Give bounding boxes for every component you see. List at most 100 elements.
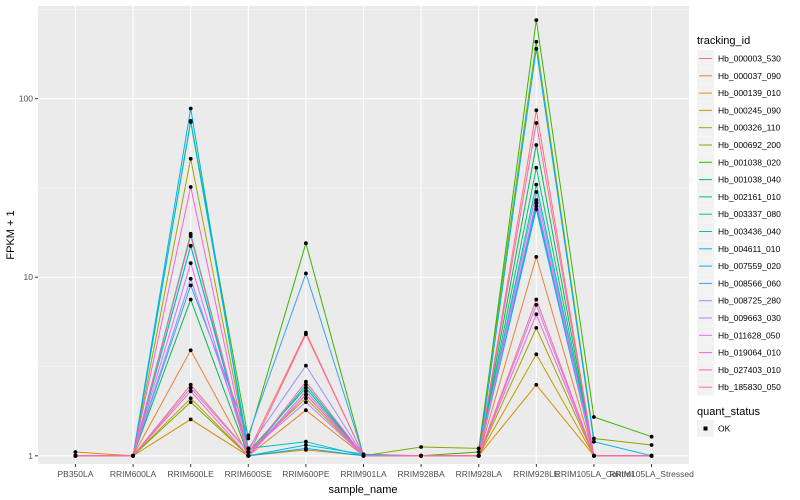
legend-label-9: Hb_003337_080 bbox=[718, 209, 781, 219]
x-tick-label-2: RRIM600LE bbox=[168, 469, 215, 479]
legend-label-3: Hb_000245_090 bbox=[718, 105, 781, 115]
data-point-Hb_000692_200-10 bbox=[649, 443, 654, 447]
data-point-Hb_008566_060-3 bbox=[246, 433, 251, 438]
data-point-Hb_000037_090-4 bbox=[304, 408, 308, 413]
data-point-Hb_000037_090-8 bbox=[534, 255, 539, 259]
data-point-Hb_000692_200-7 bbox=[476, 446, 481, 451]
legend-tracking-id: tracking_id Hb_000003_530 Hb_000037_090 Hb… bbox=[697, 35, 781, 396]
data-point-Hb_007559_020-9 bbox=[592, 439, 596, 444]
data-point-Hb_003337_080-8 bbox=[534, 182, 539, 187]
data-point-Hb_019064_010-2 bbox=[188, 185, 193, 189]
data-point-Hb_185830_050-1 bbox=[131, 453, 136, 458]
data-point-Hb_007559_020-2 bbox=[188, 106, 193, 111]
y-tick-label-1: 10 bbox=[24, 272, 34, 282]
data-point-Hb_001038_040-8 bbox=[534, 143, 539, 147]
data-point-Hb_185830_050-10 bbox=[649, 453, 654, 458]
legend-label-15: Hb_009663_030 bbox=[718, 313, 781, 323]
data-point-Hb_000245_090-2 bbox=[188, 396, 193, 401]
data-point-Hb_011628_050-8 bbox=[534, 198, 539, 203]
data-point-Hb_004611_010-2 bbox=[188, 243, 193, 248]
x-tick-label-6: RRIM928BA bbox=[397, 469, 445, 479]
legend-label-8: Hb_002161_010 bbox=[718, 192, 781, 202]
data-point-Hb_000692_200-8 bbox=[534, 39, 539, 44]
data-point-Hb_002161_010-8 bbox=[534, 165, 539, 170]
data-point-Hb_019064_010-4 bbox=[304, 392, 308, 397]
legend-label-14: Hb_008725_280 bbox=[718, 296, 781, 306]
data-point-Hb_185830_050-6 bbox=[419, 453, 423, 458]
data-point-Hb_000326_110-8 bbox=[534, 326, 539, 330]
data-point-Hb_000692_200-9 bbox=[592, 436, 596, 441]
data-point-Hb_000003_530-2 bbox=[188, 382, 193, 387]
data-point-Hb_011628_050-2 bbox=[188, 261, 193, 265]
data-point-Hb_000139_010-8 bbox=[534, 382, 539, 387]
legend-label-13: Hb_008566_060 bbox=[718, 278, 781, 288]
legend-label-12: Hb_007559_020 bbox=[718, 261, 781, 271]
legend-label-2: Hb_000139_010 bbox=[718, 88, 781, 98]
x-tick-label-1: RRIM600LA bbox=[110, 469, 157, 479]
y-axis: 1 10 100 bbox=[19, 94, 38, 461]
data-point-Hb_000326_110-4 bbox=[304, 396, 308, 401]
data-point-Hb_002161_010-4 bbox=[304, 386, 308, 390]
data-point-Hb_001038_020-3 bbox=[246, 436, 251, 441]
y-tick-label-2: 100 bbox=[19, 94, 33, 104]
x-tick-label-7: RRIM928LA bbox=[456, 469, 503, 479]
data-point-Hb_185830_050-8 bbox=[534, 297, 539, 302]
data-point-Hb_003337_080-4 bbox=[304, 382, 308, 387]
x-tick-label-9: RRIM105LA_Control bbox=[555, 469, 634, 479]
legend-label-16: Hb_011628_050 bbox=[718, 330, 781, 340]
data-point-Hb_027403_010-2 bbox=[188, 389, 193, 394]
data-point-Hb_008566_060-4 bbox=[304, 271, 308, 276]
data-point-Hb_009663_030-4 bbox=[304, 400, 308, 404]
legend2-key-point-0 bbox=[703, 426, 708, 431]
data-point-Hb_027403_010-8 bbox=[534, 121, 539, 125]
data-point-Hb_003436_040-8 bbox=[534, 204, 539, 209]
data-point-Hb_001038_020-4 bbox=[304, 241, 308, 246]
data-point-Hb_009663_030-8 bbox=[534, 303, 539, 307]
data-point-Hb_000003_530-8 bbox=[534, 108, 539, 113]
legend2-title: quant_status bbox=[697, 406, 760, 418]
x-tick-label-10: RRIM105LA_Stressed bbox=[609, 469, 694, 479]
x-axis: PB350LA RRIM600LA RRIM600LE RRIM600SE RRIM60… bbox=[57, 464, 694, 479]
y-axis-title: FPKM + 1 bbox=[5, 210, 17, 259]
data-point-Hb_000326_110-2 bbox=[188, 156, 193, 161]
legend-label-10: Hb_003436_040 bbox=[718, 227, 781, 237]
data-point-Hb_008725_280-4 bbox=[304, 363, 308, 368]
data-point-Hb_185830_050-4 bbox=[304, 332, 308, 337]
data-point-Hb_185830_050-0 bbox=[73, 453, 78, 458]
legend-quant-status: quant_status OK bbox=[697, 406, 760, 437]
data-point-Hb_009663_030-3 bbox=[246, 450, 251, 454]
data-point-Hb_027403_010-4 bbox=[304, 379, 308, 384]
legend-label-4: Hb_000326_110 bbox=[718, 123, 781, 133]
legend-label-5: Hb_000692_200 bbox=[718, 140, 781, 150]
data-point-Hb_019064_010-8 bbox=[534, 312, 539, 317]
data-point-Hb_008566_060-2 bbox=[188, 283, 193, 288]
x-axis-title: sample_name bbox=[328, 484, 397, 496]
data-point-Hb_001038_020-9 bbox=[592, 415, 596, 419]
data-point-Hb_001038_020-10 bbox=[649, 434, 654, 439]
data-point-Hb_007559_020-4 bbox=[304, 446, 308, 451]
legend-label-17: Hb_019064_010 bbox=[718, 348, 781, 358]
data-point-Hb_008725_280-2 bbox=[188, 276, 193, 281]
x-tick-label-0: PB350LA bbox=[57, 469, 93, 479]
data-point-Hb_185830_050-5 bbox=[361, 453, 366, 458]
x-tick-label-5: RRIM901LA bbox=[340, 469, 387, 479]
data-point-Hb_000139_010-0 bbox=[73, 450, 78, 454]
data-point-Hb_007559_020-8 bbox=[534, 46, 539, 51]
data-point-Hb_000692_200-6 bbox=[419, 445, 423, 449]
data-point-Hb_008725_280-3 bbox=[246, 446, 251, 451]
legend-label-7: Hb_001038_040 bbox=[718, 175, 781, 185]
data-point-Hb_009663_030-2 bbox=[188, 386, 193, 390]
series-points bbox=[73, 18, 654, 458]
x-tick-label-8: RRIM928LE bbox=[513, 469, 560, 479]
data-point-Hb_185830_050-3 bbox=[246, 453, 251, 458]
y-tick-label-0: 1 bbox=[28, 451, 33, 461]
x-tick-label-4: RRIM600PE bbox=[282, 469, 330, 479]
legend-label-19: Hb_185830_050 bbox=[718, 382, 781, 392]
data-point-Hb_185830_050-2 bbox=[188, 234, 193, 239]
legend-label-1: Hb_000037_090 bbox=[718, 71, 781, 81]
data-point-Hb_011628_050-4 bbox=[304, 389, 308, 394]
data-point-Hb_001038_020-8 bbox=[534, 18, 539, 22]
data-point-Hb_001038_040-2 bbox=[188, 297, 193, 302]
data-point-Hb_000139_010-2 bbox=[188, 417, 193, 422]
